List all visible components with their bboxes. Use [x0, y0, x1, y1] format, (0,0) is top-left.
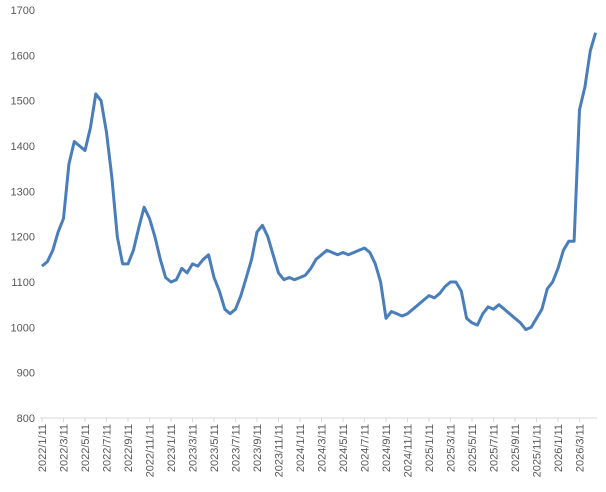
x-tick-label: 2026/1/11 [553, 424, 565, 472]
x-tick-label: 2024/11/11 [403, 424, 415, 477]
x-tick-label: 2022/5/11 [80, 424, 92, 472]
y-tick-label: 800 [17, 413, 35, 425]
y-tick-label: 1600 [11, 50, 35, 62]
x-tick-label: 2024/9/11 [381, 424, 393, 472]
x-tick-label: 2024/7/11 [360, 424, 372, 472]
y-tick-label: 1700 [11, 5, 35, 17]
y-tick-label: 900 [17, 368, 35, 380]
x-tick-label: 2024/3/11 [317, 424, 329, 472]
x-tick-label: 2024/5/11 [338, 424, 350, 472]
x-tick-label: 2025/1/11 [424, 424, 436, 472]
line-series [41, 32, 598, 332]
y-tick-label: 1500 [11, 96, 35, 108]
y-tick-label: 1000 [11, 322, 35, 334]
x-tick-label: 2024/1/11 [295, 424, 307, 472]
y-tick-label: 1100 [11, 277, 35, 289]
x-tick-label: 2025/9/11 [510, 424, 522, 472]
y-tick-label: 1200 [11, 232, 35, 244]
x-tick-label: 2023/5/11 [209, 424, 221, 472]
x-tick-label: 2025/5/11 [467, 424, 479, 472]
x-tick-label: 2022/9/11 [123, 424, 135, 472]
y-tick-label: 1400 [11, 141, 35, 153]
x-tick-label: 2023/7/11 [231, 424, 243, 472]
x-tick-label: 2023/9/11 [252, 424, 264, 472]
x-tick-label: 2025/7/11 [489, 424, 501, 472]
x-tick-label: 2022/3/11 [59, 424, 71, 472]
x-tick-label: 2023/11/11 [274, 424, 286, 477]
x-tick-label: 2023/1/11 [166, 424, 178, 472]
x-tick-label: 2025/11/11 [532, 424, 544, 477]
y-tick-label: 1300 [11, 186, 35, 198]
x-tick-label: 2022/1/11 [37, 424, 49, 472]
x-tick-label: 2023/3/11 [188, 424, 200, 472]
x-tick-label: 2025/3/11 [446, 424, 458, 472]
x-tick-label: 2022/11/11 [145, 424, 157, 477]
x-tick-label: 2026/3/11 [575, 424, 587, 472]
x-tick-label: 2022/7/11 [102, 424, 114, 472]
